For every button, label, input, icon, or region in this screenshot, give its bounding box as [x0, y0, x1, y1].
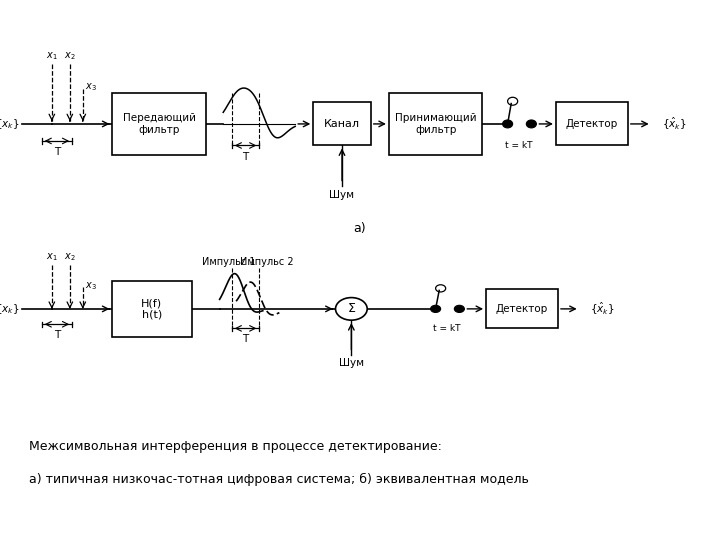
FancyBboxPatch shape [556, 103, 628, 145]
Text: $\{x_k\}$: $\{x_k\}$ [0, 117, 19, 131]
FancyBboxPatch shape [112, 281, 192, 337]
Text: $\{x_k\}$: $\{x_k\}$ [0, 302, 19, 316]
Text: Принимающий
фильтр: Принимающий фильтр [395, 113, 477, 135]
FancyBboxPatch shape [313, 103, 371, 145]
Text: T: T [54, 329, 60, 340]
Text: $x_3$: $x_3$ [85, 81, 96, 93]
Circle shape [526, 120, 536, 128]
Text: $x_2$: $x_2$ [64, 251, 76, 262]
FancyBboxPatch shape [389, 93, 482, 155]
Text: $x_2$: $x_2$ [64, 50, 76, 62]
Text: Шум: Шум [339, 357, 364, 368]
Text: T: T [243, 152, 248, 162]
Text: $\Sigma$: $\Sigma$ [347, 302, 356, 315]
Text: $\{\hat{x}_k\}$: $\{\hat{x}_k\}$ [662, 116, 687, 132]
FancyBboxPatch shape [112, 93, 206, 155]
Circle shape [503, 120, 513, 128]
Text: а) типичная низкочас-тотная цифровая система; б) эквивалентная модель: а) типичная низкочас-тотная цифровая сис… [29, 472, 528, 485]
Text: T: T [243, 334, 248, 343]
Text: t = kT: t = kT [505, 141, 532, 150]
Circle shape [431, 305, 441, 313]
Text: а): а) [354, 222, 366, 235]
Text: $\{\hat{x}_k\}$: $\{\hat{x}_k\}$ [590, 301, 615, 317]
Text: Межсимвольная интерференция в процессе детектирование:: Межсимвольная интерференция в процессе д… [29, 440, 441, 453]
FancyBboxPatch shape [486, 289, 558, 328]
Text: t = kT: t = kT [433, 324, 460, 333]
Text: $x_1$: $x_1$ [46, 251, 58, 262]
Text: $x_3$: $x_3$ [85, 280, 96, 292]
Text: $x_1$: $x_1$ [46, 50, 58, 62]
Text: Канал: Канал [324, 119, 360, 129]
Text: Детектор: Детектор [496, 304, 548, 314]
Text: T: T [54, 147, 60, 157]
Text: Импульс 2: Импульс 2 [240, 256, 293, 267]
Text: Шум: Шум [330, 190, 354, 200]
Circle shape [454, 305, 464, 313]
Text: Детектор: Детектор [566, 119, 618, 129]
Text: H(f)
h(t): H(f) h(t) [141, 298, 163, 320]
Circle shape [336, 298, 367, 320]
Text: Передающий
фильтр: Передающий фильтр [122, 113, 196, 135]
Text: Импульс 1: Импульс 1 [202, 256, 256, 267]
